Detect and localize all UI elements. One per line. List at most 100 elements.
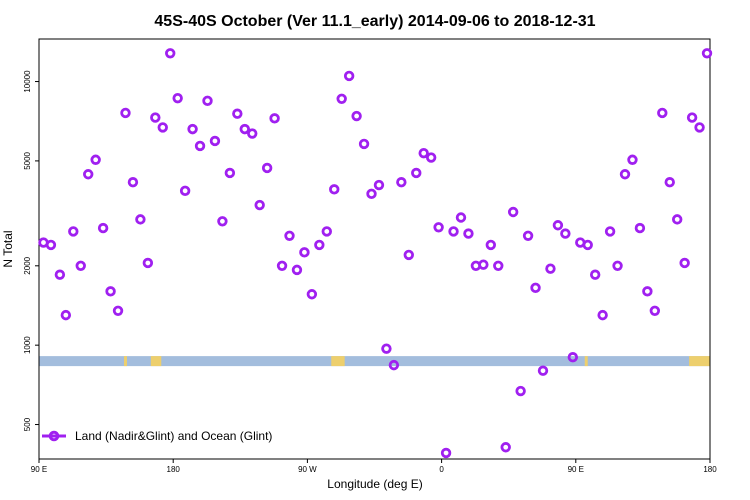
data-point: [75, 260, 86, 272]
data-point: [500, 442, 511, 453]
data-point: [232, 108, 243, 119]
data-point: [68, 226, 79, 237]
data-point: [657, 107, 668, 119]
data-point: [329, 184, 340, 195]
data-point: [701, 48, 713, 59]
data-point: [455, 212, 467, 223]
chart-title: 45S-40S October (Ver 11.1_early) 2014-09…: [154, 13, 595, 30]
y-tick-label: 1000: [23, 336, 32, 354]
data-point: [276, 260, 288, 272]
data-point: [299, 247, 310, 258]
data-point: [664, 177, 675, 188]
data-point: [634, 222, 646, 234]
land-segment: [331, 356, 345, 367]
data-point: [179, 185, 191, 197]
data-point: [97, 222, 109, 234]
data-points: [38, 48, 713, 459]
land-segment: [584, 356, 588, 367]
data-point: [172, 92, 183, 104]
data-point: [612, 260, 623, 272]
data-point: [411, 167, 422, 179]
data-point: [239, 123, 250, 135]
y-tick-label: 10000: [23, 70, 32, 93]
x-axis-ticks: 90 E 180 90 W 0 90 E 180: [31, 459, 717, 474]
data-point: [619, 169, 631, 180]
data-point: [217, 216, 228, 227]
x-tick-label: 90 W: [298, 465, 317, 474]
data-point: [291, 264, 303, 276]
data-point: [671, 214, 683, 225]
data-point: [694, 122, 705, 133]
data-point: [463, 228, 474, 239]
land-segment: [689, 356, 710, 367]
data-point: [336, 93, 347, 105]
data-point: [45, 239, 57, 251]
data-point: [649, 305, 661, 317]
data-point: [433, 222, 444, 233]
y-tick-label: 2000: [23, 256, 32, 274]
data-point: [112, 305, 124, 317]
data-point: [373, 179, 385, 191]
y-tick-label: 500: [23, 417, 32, 431]
data-point: [261, 162, 273, 174]
x-axis-label: Longitude (deg E): [327, 477, 422, 491]
data-point: [60, 309, 72, 321]
data-point: [522, 230, 534, 241]
data-point: [127, 177, 139, 188]
data-point: [269, 113, 280, 124]
data-point: [515, 385, 526, 397]
data-point: [366, 188, 377, 200]
data-point: [165, 48, 176, 59]
y-tick-label: 5000: [23, 151, 32, 169]
data-point: [187, 123, 198, 135]
data-point: [157, 122, 168, 133]
data-point: [403, 249, 414, 261]
data-point: [545, 263, 556, 274]
data-point: [306, 289, 318, 300]
y-axis-label: N Total: [1, 230, 15, 267]
data-point: [105, 286, 116, 297]
x-tick-label: 180: [167, 465, 181, 474]
data-point: [537, 365, 549, 376]
data-point: [560, 228, 571, 239]
data-point: [507, 206, 519, 218]
plot-frame: [38, 38, 711, 460]
legend: Land (Nadir&Glint) and Ocean (Glint): [42, 429, 272, 443]
data-point: [604, 226, 616, 237]
data-point: [142, 257, 154, 269]
data-point: [552, 220, 564, 231]
data-point: [582, 239, 593, 251]
data-point: [493, 260, 504, 272]
land-segment: [150, 356, 162, 367]
data-point: [448, 226, 459, 237]
data-point: [425, 152, 437, 163]
data-point: [381, 343, 392, 354]
x-tick-label: 0: [439, 465, 444, 474]
data-point: [321, 226, 332, 237]
data-point: [54, 269, 66, 280]
data-point: [418, 147, 429, 159]
data-point: [343, 70, 355, 82]
data-point: [627, 154, 638, 165]
data-point: [686, 112, 698, 123]
legend-marker: [48, 430, 60, 442]
data-point: [314, 239, 325, 251]
data-point: [478, 259, 489, 270]
data-point: [396, 177, 407, 188]
data-point: [388, 359, 400, 371]
data-point: [254, 199, 265, 211]
data-point: [485, 239, 497, 251]
data-point: [209, 135, 221, 147]
land-segment: [123, 356, 127, 367]
x-tick-label: 90 E: [31, 465, 47, 474]
data-point: [120, 107, 131, 119]
data-point: [597, 309, 608, 321]
ocean-band: [39, 356, 710, 367]
data-point: [440, 447, 452, 459]
x-tick-label: 180: [703, 465, 717, 474]
x-tick-label: 90 E: [568, 465, 584, 474]
data-point: [642, 286, 653, 297]
data-point: [83, 169, 94, 180]
ocean-band-fill: [39, 356, 710, 367]
